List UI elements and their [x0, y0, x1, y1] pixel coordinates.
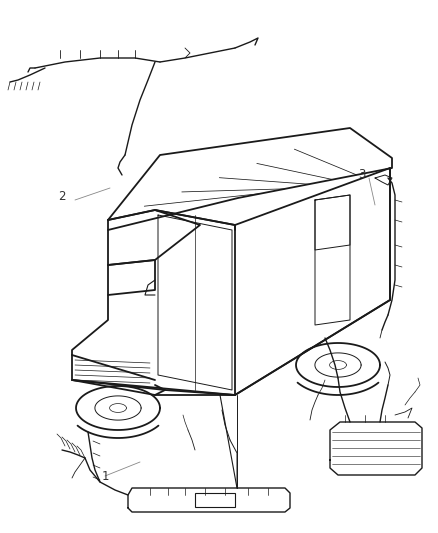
Bar — [195, 493, 235, 507]
Text: 2: 2 — [58, 190, 66, 204]
Text: 3: 3 — [358, 168, 366, 182]
Text: 1: 1 — [101, 470, 109, 482]
